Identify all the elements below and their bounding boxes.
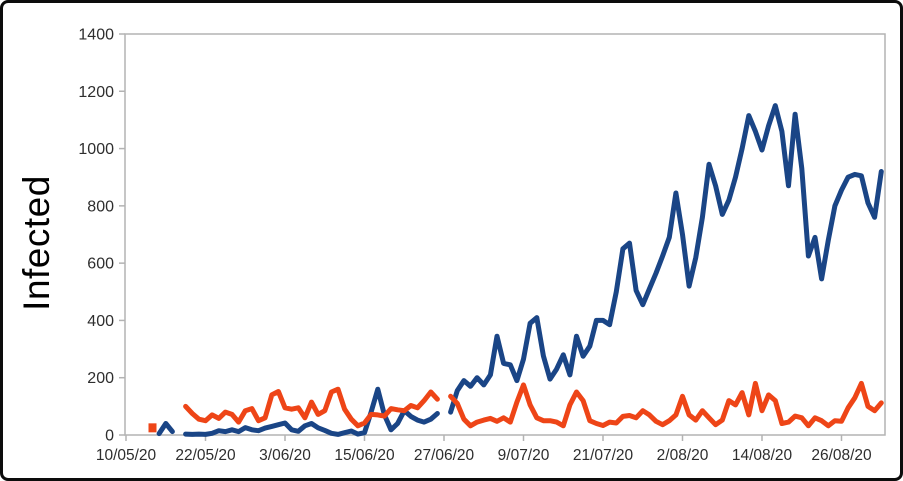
blue-series-line [183,386,440,437]
plot-frame [124,33,886,436]
y-tick-label: 600 [87,256,114,273]
y-tick-label: 1200 [78,84,114,101]
y-tick-label: 1400 [78,27,114,44]
y-tick-label: 400 [87,313,114,330]
x-tick-label: 21/07/20 [573,447,634,464]
x-tick-label: 3/06/20 [259,447,311,464]
x-tick-label: 22/05/20 [175,447,236,464]
blue-series-line [448,103,884,415]
orange-series-line [448,380,884,429]
orange-series-point [148,423,157,433]
blue-series-line [156,421,175,437]
y-tick-label: 0 [105,428,114,445]
orange-series-line [183,386,440,429]
y-tick-label: 800 [87,198,114,215]
x-tick-label: 27/06/20 [414,447,475,464]
infected-line-chart: 0 200 400 600 800 1000 1200 1400 10/05/20 22/05/2… [78,27,886,464]
x-tick-label: 2/08/20 [657,447,709,464]
x-tick-label: 15/06/20 [334,447,395,464]
x-tick-label: 14/08/20 [732,447,793,464]
y-tick-label: 1000 [78,141,114,158]
x-tick-label: 9/07/20 [498,447,550,464]
x-tick-label: 10/05/20 [96,447,157,464]
y-tick-label: 200 [87,370,114,387]
x-tick-label: 26/08/20 [811,447,872,464]
